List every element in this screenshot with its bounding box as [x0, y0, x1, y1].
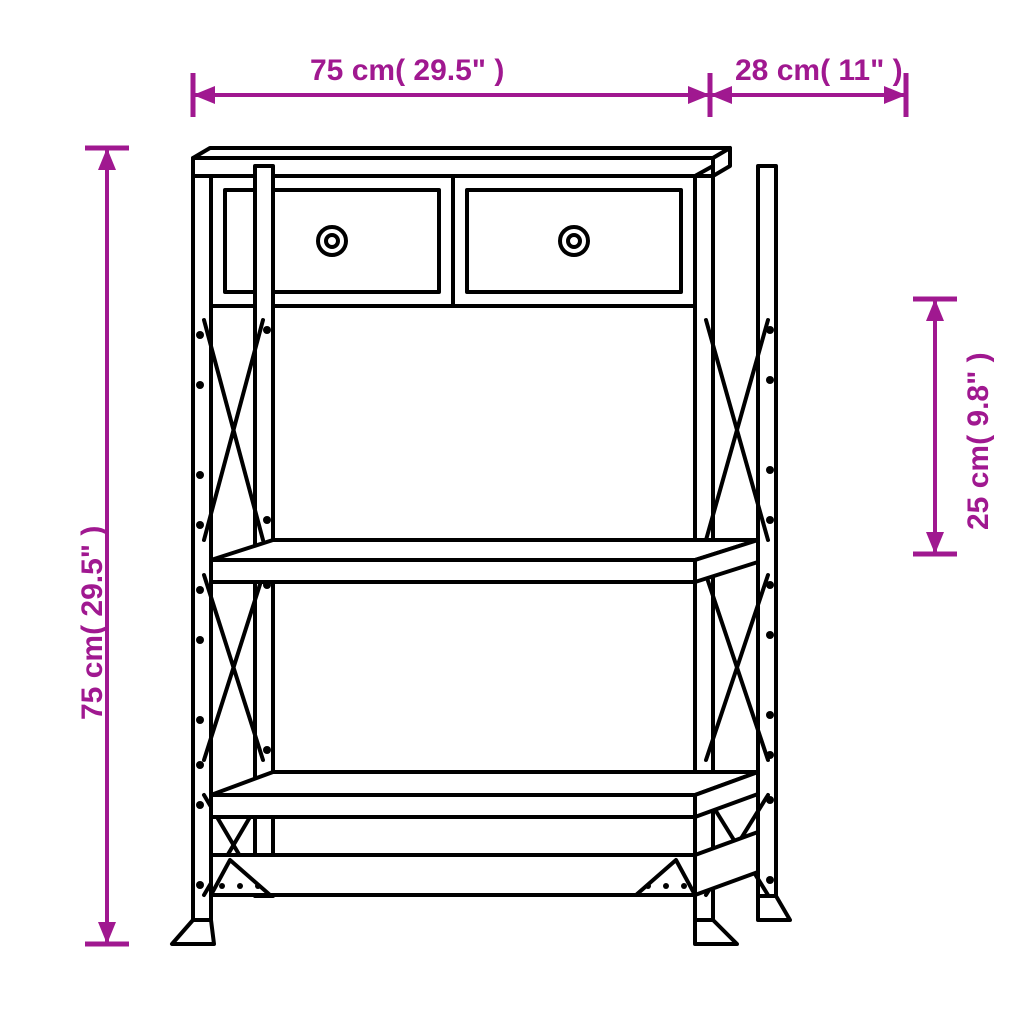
- dimension-height-label: 75 cm( 29.5" ): [76, 526, 110, 720]
- dimension-overlay: [0, 0, 1024, 1024]
- dimension-width-label: 75 cm( 29.5" ): [310, 54, 504, 88]
- dimension-depth-label: 28 cm( 11" ): [735, 54, 903, 88]
- dimension-shelf-label: 25 cm( 9.8" ): [962, 352, 996, 530]
- diagram-canvas: 75 cm( 29.5" ) 28 cm( 11" ) 75 cm( 29.5"…: [0, 0, 1024, 1024]
